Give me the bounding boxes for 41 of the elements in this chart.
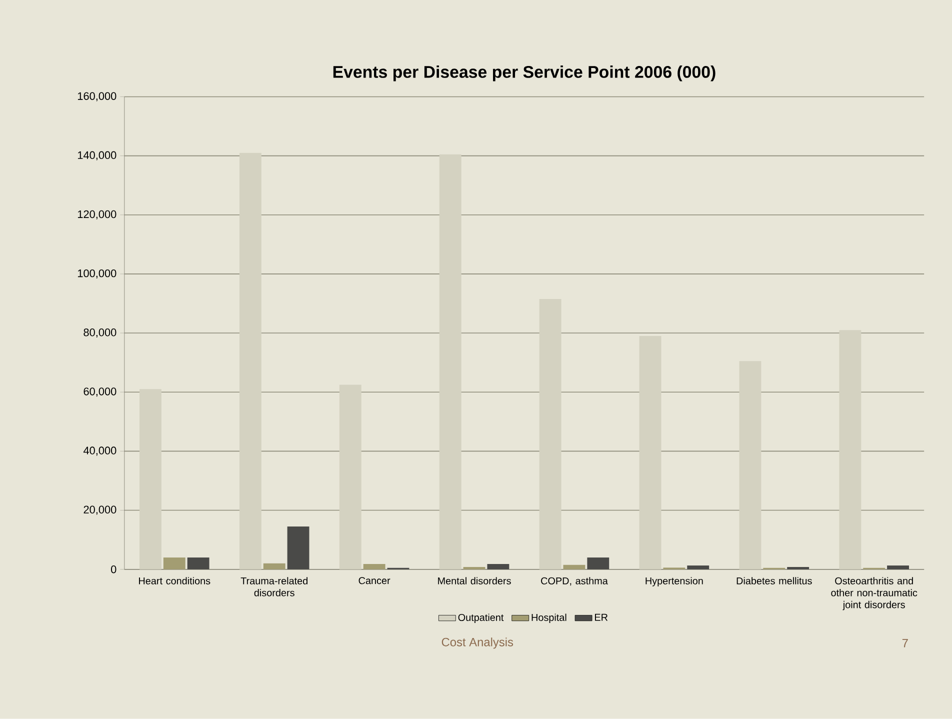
x-tick-label: Cancer (358, 577, 390, 584)
x-tick-label: Trauma-related disorders (240, 577, 308, 596)
legend-label: Outpatient (458, 614, 504, 623)
y-tick-label: 20,000 (84, 506, 116, 515)
x-tick-label: COPD, asthma (541, 577, 608, 586)
bar (639, 336, 662, 570)
chart-title: Events per Disease per Service Point 2006 (000) (333, 66, 716, 82)
y-tick-label: 80,000 (84, 328, 116, 338)
bar (363, 564, 386, 570)
bar (287, 526, 310, 570)
x-tick-label: Heart conditions (139, 577, 210, 584)
bar (239, 152, 262, 570)
bar (139, 389, 162, 570)
bar (263, 563, 286, 570)
bar (587, 558, 610, 570)
legend-label: ER (595, 614, 608, 621)
x-tick-label: Hypertension (646, 577, 703, 586)
bar (539, 299, 562, 570)
bar (839, 330, 862, 570)
bar (563, 564, 586, 570)
text: 7 (902, 639, 908, 648)
y-tick-label: 100,000 (78, 269, 116, 279)
y-tick-label: 40,000 (83, 446, 116, 456)
y-tick-label: 140,000 (78, 151, 116, 160)
x-tick-label: Mental disorders (438, 577, 511, 584)
bar (487, 564, 510, 570)
legend-label: Hospital (532, 614, 566, 623)
bar (163, 558, 186, 570)
y-tick-label: 160,000 (78, 92, 116, 102)
x-tick-label: Diabetes mellitus (736, 577, 812, 584)
y-tick-label: 0 (111, 566, 116, 574)
y-tick-label: 60,000 (84, 388, 116, 397)
y-tick-label: 120,000 (78, 210, 116, 220)
bar (687, 566, 710, 570)
bar (439, 154, 462, 570)
bar (887, 566, 909, 570)
bar (739, 361, 762, 570)
bar (339, 384, 362, 570)
text: Cost Analysis (442, 638, 514, 649)
bar (187, 558, 210, 570)
x-tick-label: Osteoarthritis and other non-traumatic joint disorders (831, 577, 918, 610)
